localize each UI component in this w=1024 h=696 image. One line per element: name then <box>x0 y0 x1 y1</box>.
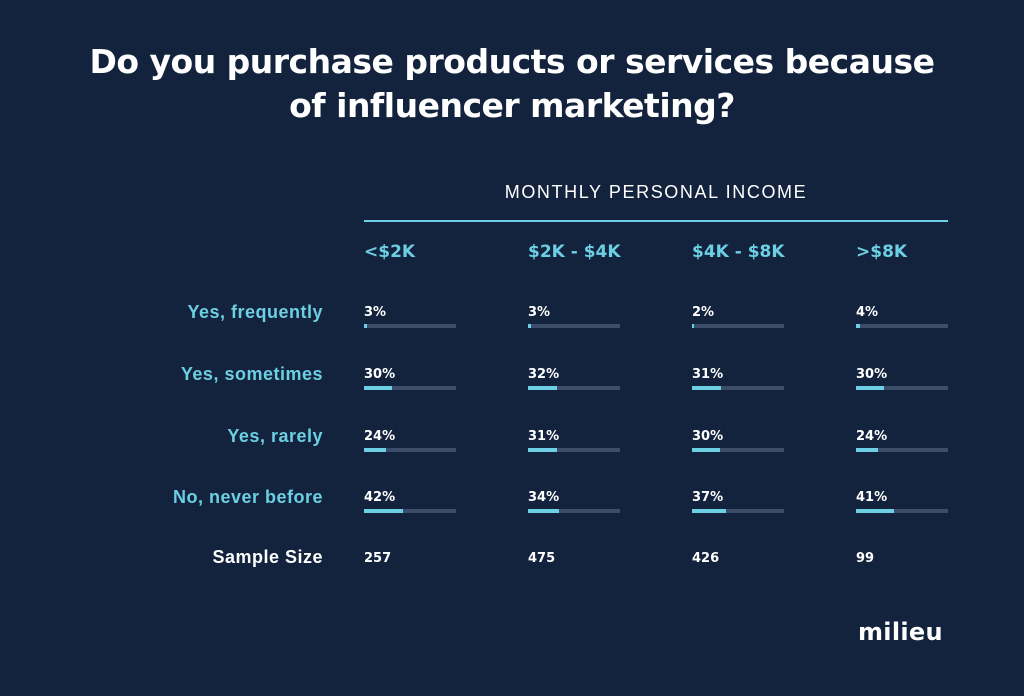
bar-fill <box>364 386 392 390</box>
cell-percentage: 41% <box>856 490 888 505</box>
row-label: Yes, rarely <box>227 426 323 446</box>
header-divider <box>364 220 948 222</box>
cell-percentage: 4% <box>856 305 879 320</box>
row-label: No, never before <box>172 487 323 507</box>
column-header: >$8K <box>856 242 908 262</box>
chart-title-line-1: Do you purchase products or services bec… <box>89 42 935 81</box>
bar-track <box>528 324 620 328</box>
bar-track <box>692 509 784 513</box>
bar-fill <box>364 509 403 513</box>
cell-percentage: 31% <box>692 367 724 382</box>
bar-track <box>528 509 620 513</box>
bar-track <box>856 448 948 452</box>
milieu-logo: milieu <box>858 618 943 646</box>
bar-track <box>528 448 620 452</box>
bar-track <box>856 509 948 513</box>
cell-percentage: 30% <box>856 367 888 382</box>
bar-track <box>692 324 784 328</box>
sample-size-label: Sample Size <box>212 547 323 567</box>
bar-fill <box>528 386 558 390</box>
chart-title: Do you purchase products or services bec… <box>0 40 1024 128</box>
cell-percentage: 24% <box>856 429 888 444</box>
sample-size-value: 257 <box>364 551 392 566</box>
bar-fill <box>856 386 884 390</box>
bar-track <box>528 386 620 390</box>
bar-track <box>364 324 456 328</box>
sample-size-value: 475 <box>528 551 556 566</box>
chart-title-line-2: of influencer marketing? <box>289 86 735 125</box>
bar-fill <box>692 386 721 390</box>
bar-fill <box>528 448 557 452</box>
bar-track <box>692 386 784 390</box>
column-header: <$2K <box>364 242 416 262</box>
cell-percentage: 30% <box>364 367 396 382</box>
bar-track <box>364 448 456 452</box>
bar-fill <box>528 509 560 513</box>
cell-percentage: 30% <box>692 429 724 444</box>
sample-size-value: 99 <box>856 551 875 566</box>
bar-fill <box>364 448 387 452</box>
bar-fill <box>692 324 694 328</box>
column-header: $4K - $8K <box>692 242 785 262</box>
bar-fill <box>856 324 860 328</box>
cell-percentage: 31% <box>528 429 560 444</box>
row-label: Yes, sometimes <box>180 364 323 384</box>
cell-percentage: 42% <box>364 490 396 505</box>
cell-percentage: 37% <box>692 490 724 505</box>
bar-track <box>364 509 456 513</box>
bar-track <box>364 386 456 390</box>
bar-track <box>692 448 784 452</box>
cell-percentage: 32% <box>528 367 560 382</box>
bar-fill <box>856 509 894 513</box>
cell-percentage: 3% <box>528 305 551 320</box>
bar-fill <box>692 448 720 452</box>
row-label: Yes, frequently <box>187 302 323 322</box>
bar-track <box>856 324 948 328</box>
cell-percentage: 2% <box>692 305 715 320</box>
bar-fill <box>692 509 727 513</box>
cell-percentage: 24% <box>364 429 396 444</box>
cell-percentage: 34% <box>528 490 560 505</box>
cell-percentage: 3% <box>364 305 387 320</box>
bar-fill <box>528 324 531 328</box>
sample-size-value: 426 <box>692 551 720 566</box>
column-group-header: MONTHLY PERSONAL INCOME <box>504 182 808 202</box>
bar-fill <box>856 448 879 452</box>
bar-track <box>856 386 948 390</box>
column-header: $2K - $4K <box>528 242 621 262</box>
bar-fill <box>364 324 367 328</box>
